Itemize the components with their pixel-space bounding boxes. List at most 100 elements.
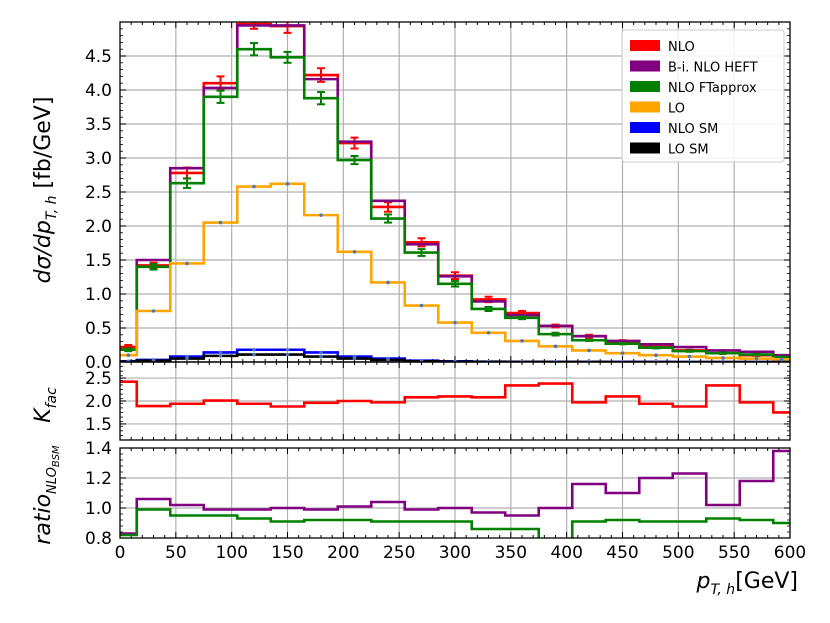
y-tick-label: 3.0 (85, 149, 112, 169)
data-point (151, 309, 156, 313)
main-panel: 0.0 0.5 1.0 1.5 2.0 2.5 3.0 3.5 4.0 4.5 (85, 21, 791, 373)
legend-swatch (630, 101, 660, 113)
error-bar (618, 341, 627, 346)
y-tick-label: 4.0 (85, 81, 112, 101)
legend-label: NLO (668, 40, 695, 55)
main-ylabel: dσ/dpT, h [fb/GeV] (31, 97, 60, 284)
error-bar (350, 136, 359, 150)
x-tick-label: 0 (115, 543, 126, 563)
data-point (754, 356, 759, 361)
legend-label: NLO SM (668, 122, 718, 137)
y-tick-label: 2.5 (85, 369, 112, 389)
data-point (319, 350, 323, 355)
error-bar (685, 349, 694, 353)
kfac-panel: 1.5 2.0 2.5 (85, 361, 791, 441)
legend-label: B-i. NLO HEFT (668, 61, 758, 76)
data-point (185, 261, 189, 266)
data-point (721, 356, 725, 360)
legend-swatch (630, 81, 660, 92)
legend-box (621, 29, 785, 163)
data-point (520, 339, 524, 343)
series-line-panel2-1 (120, 508, 790, 538)
error-bar (585, 338, 593, 342)
data-point (419, 303, 424, 308)
series-line-lo-sm (120, 353, 790, 362)
error-bar (652, 346, 660, 350)
legend-label: LO (668, 102, 685, 117)
x-tick-label: 450 (606, 543, 638, 563)
error-bar (124, 347, 133, 353)
error-bar (484, 305, 493, 312)
error-bar (250, 42, 258, 57)
data-point (252, 352, 256, 357)
y-tick-label: 0.5 (85, 319, 112, 339)
x-tick-label: 550 (718, 543, 750, 563)
legend-swatch (630, 60, 660, 72)
data-point (151, 358, 156, 362)
y-tick-label: 1.5 (85, 415, 112, 435)
data-point (779, 357, 784, 362)
legend-swatch (630, 122, 660, 133)
data-point (587, 348, 591, 353)
xlabel: pT, h[GeV] (696, 569, 798, 598)
data-point (252, 347, 256, 352)
y-tick-label: 1.0 (85, 285, 112, 305)
legend-label: NLO FTapprox (668, 81, 757, 96)
data-point (218, 354, 223, 358)
data-point (620, 351, 625, 355)
ratio-ylabel: ratioNLOBSM (31, 445, 62, 545)
x-tick-label: 250 (383, 543, 415, 563)
x-tick-label: 600 (774, 543, 806, 563)
data-point (654, 353, 658, 358)
error-bar (384, 213, 392, 224)
error-bar (551, 331, 560, 337)
y-tick-label: 2.0 (85, 392, 112, 412)
y-tick-label: 3.5 (85, 115, 112, 135)
error-bar (317, 91, 325, 106)
axes-frame (119, 447, 791, 539)
y-tick-label: 0.8 (85, 529, 112, 549)
error-bar (752, 352, 761, 357)
data-point (352, 250, 357, 254)
data-point (386, 280, 390, 285)
legend: NLO B-i. NLO HEFT NLO FTapprox LO NLO SM LO S… (621, 29, 785, 163)
error-bar (719, 351, 727, 355)
error-bar (250, 22, 258, 30)
error-bar (216, 89, 225, 104)
data-point (285, 352, 290, 357)
error-bar (451, 280, 459, 288)
kfac-ylabel: Kfac (31, 387, 60, 423)
x-tick-label: 350 (495, 543, 527, 563)
data-point (386, 358, 390, 362)
error-bar (183, 177, 191, 189)
error-bar (283, 50, 292, 64)
data-point (553, 344, 558, 349)
data-point (126, 353, 131, 358)
axes-frame (119, 361, 791, 441)
y-tick-label: 1.4 (85, 439, 112, 459)
data-point (687, 354, 692, 359)
x-tick-label: 300 (439, 543, 471, 563)
y-tick-label: 0.0 (85, 353, 112, 373)
legend-swatch (630, 40, 660, 51)
data-point (218, 350, 223, 355)
error-bar (384, 201, 392, 213)
series-line-b-i-nlo-heft (120, 24, 790, 357)
y-tick-label: 4.5 (85, 47, 112, 67)
series-line-panel2-0 (120, 449, 790, 535)
data-point (285, 347, 290, 352)
data-point (185, 356, 189, 361)
x-tick-label: 50 (165, 543, 187, 563)
x-tick-label: 100 (215, 543, 247, 563)
x-tick-label: 500 (662, 543, 694, 563)
data-point (352, 356, 357, 361)
data-point (285, 182, 290, 186)
x-tick-label: 150 (271, 543, 303, 563)
data-point (218, 220, 223, 225)
data-point (453, 320, 457, 325)
y-tick-label: 1.0 (85, 499, 112, 519)
error-bar (518, 315, 526, 321)
data-point (319, 354, 323, 359)
y-tick-label: 2.5 (85, 183, 112, 203)
